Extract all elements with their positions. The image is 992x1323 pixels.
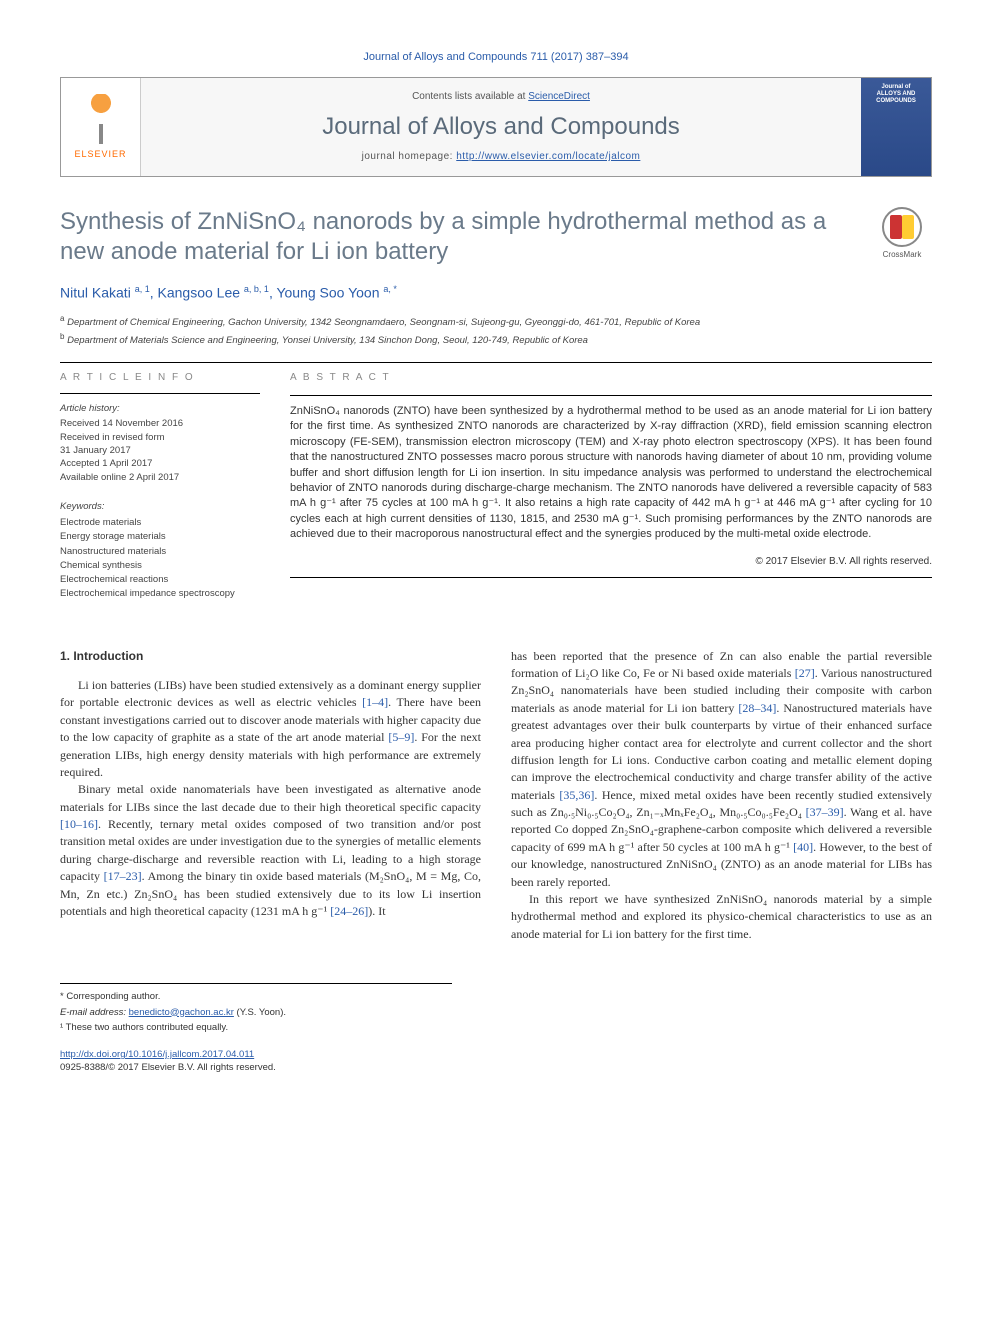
citation-line: Journal of Alloys and Compounds 711 (201… [60, 50, 932, 65]
doi-link[interactable]: http://dx.doi.org/10.1016/j.jallcom.2017… [60, 1049, 254, 1060]
bottom-block: http://dx.doi.org/10.1016/j.jallcom.2017… [60, 1048, 932, 1075]
author-2-sup: a, b, 1 [244, 284, 269, 294]
homepage-line: journal homepage: http://www.elsevier.co… [153, 150, 849, 164]
ref-link[interactable]: [17–23] [104, 869, 142, 883]
body-columns: 1. Introduction Li ion batteries (LIBs) … [60, 648, 932, 944]
author-2: , Kangsoo Lee [150, 285, 244, 301]
journal-cover-thumb: Journal of ALLOYS AND COMPOUNDS [861, 78, 931, 176]
cover-label: ALLOYS AND COMPOUNDS [865, 91, 927, 104]
keywords-block: Keywords: Electrode materials Energy sto… [60, 500, 260, 602]
abstract-rule [290, 395, 932, 396]
abstract-rule-bottom [290, 577, 932, 578]
footnote-equal: ¹ These two authors contributed equally. [60, 1021, 452, 1034]
history-1: Received in revised form [60, 431, 260, 444]
keyword-1: Energy storage materials [60, 530, 260, 544]
journal-name: Journal of Alloys and Compounds [153, 110, 849, 144]
history-label: Article history: [60, 402, 260, 415]
email-link[interactable]: benedicto@gachon.ac.kr [129, 1007, 234, 1018]
author-1: Nitul Kakati [60, 285, 135, 301]
affiliations: a Department of Chemical Engineering, Ga… [60, 313, 932, 348]
elsevier-logo: ELSEVIER [61, 78, 141, 176]
history-4: Available online 2 April 2017 [60, 471, 260, 484]
history-block: Article history: Received 14 November 20… [60, 402, 260, 484]
ref-link[interactable]: [1–4] [362, 695, 388, 709]
keyword-3: Chemical synthesis [60, 559, 260, 573]
cover-label-top: Journal of [881, 84, 910, 91]
body-column-left: 1. Introduction Li ion batteries (LIBs) … [60, 648, 481, 944]
elsevier-tree-icon [76, 94, 126, 144]
author-3-sup: a, * [383, 284, 397, 294]
history-2: 31 January 2017 [60, 444, 260, 457]
info-abstract-row: A R T I C L E I N F O Article history: R… [60, 371, 932, 618]
rule-top [60, 362, 932, 363]
abstract-column: A B S T R A C T ZnNiSnO₄ nanorods (ZNTO)… [290, 371, 932, 618]
affiliation-b: b Department of Materials Science and En… [60, 331, 932, 348]
elsevier-label: ELSEVIER [74, 148, 126, 161]
history-0: Received 14 November 2016 [60, 417, 260, 430]
page: Journal of Alloys and Compounds 711 (201… [0, 0, 992, 1115]
keywords-label: Keywords: [60, 500, 260, 514]
homepage-prefix: journal homepage: [362, 151, 457, 162]
author-3: , Young Soo Yoon [269, 285, 383, 301]
footnote-corresponding: * Corresponding author. [60, 990, 452, 1003]
ref-link[interactable]: [40] [793, 840, 813, 854]
keyword-4: Electrochemical reactions [60, 573, 260, 587]
body-column-right: has been reported that the presence of Z… [511, 648, 932, 944]
author-1-sup: a, 1 [135, 284, 150, 294]
ref-link[interactable]: [5–9] [388, 730, 414, 744]
info-rule-1 [60, 393, 260, 394]
abstract-text: ZnNiSnO₄ nanorods (ZNTO) have been synth… [290, 404, 932, 543]
crossmark-icon [882, 207, 922, 247]
article-header: Synthesis of ZnNiSnO₄ nanorods by a simp… [60, 207, 932, 267]
sciencedirect-link[interactable]: ScienceDirect [528, 91, 590, 102]
crossmark-label: CrossMark [883, 249, 922, 260]
para-right-0: has been reported that the presence of Z… [511, 648, 932, 891]
article-info-heading: A R T I C L E I N F O [60, 371, 260, 385]
aff-b-text: Department of Materials Science and Engi… [64, 335, 588, 346]
footnotes: * Corresponding author. E-mail address: … [60, 983, 452, 1034]
header-center: Contents lists available at ScienceDirec… [141, 78, 861, 176]
ref-link[interactable]: [37–39] [806, 805, 844, 819]
email-label: E-mail address: [60, 1007, 129, 1018]
para-right-1: In this report we have synthesized ZnNiS… [511, 891, 932, 943]
ref-link[interactable]: [27] [795, 666, 815, 680]
abstract-copyright: © 2017 Elsevier B.V. All rights reserved… [290, 555, 932, 569]
author-list: Nitul Kakati a, 1, Kangsoo Lee a, b, 1, … [60, 283, 932, 303]
affiliation-a: a Department of Chemical Engineering, Ga… [60, 313, 932, 330]
para-left-1: Binary metal oxide nanomaterials have be… [60, 781, 481, 920]
ref-link[interactable]: [28–34] [738, 701, 776, 715]
keyword-2: Nanostructured materials [60, 545, 260, 559]
abstract-heading: A B S T R A C T [290, 371, 932, 385]
footnote-email: E-mail address: benedicto@gachon.ac.kr (… [60, 1006, 452, 1019]
keyword-0: Electrode materials [60, 516, 260, 530]
article-title: Synthesis of ZnNiSnO₄ nanorods by a simp… [60, 207, 852, 267]
contents-prefix: Contents lists available at [412, 91, 528, 102]
ref-link[interactable]: [24–26] [330, 904, 368, 918]
history-3: Accepted 1 April 2017 [60, 457, 260, 470]
ref-link[interactable]: [10–16] [60, 817, 98, 831]
contents-line: Contents lists available at ScienceDirec… [153, 90, 849, 104]
section-1-heading: 1. Introduction [60, 648, 481, 665]
keyword-5: Electrochemical impedance spectroscopy [60, 587, 260, 601]
email-attr: (Y.S. Yoon). [234, 1007, 286, 1018]
issn-copyright: 0925-8388/© 2017 Elsevier B.V. All right… [60, 1061, 932, 1074]
aff-a-text: Department of Chemical Engineering, Gach… [64, 317, 700, 328]
ref-link[interactable]: [35,36] [559, 788, 594, 802]
homepage-link[interactable]: http://www.elsevier.com/locate/jalcom [456, 151, 640, 162]
crossmark-widget[interactable]: CrossMark [872, 207, 932, 260]
para-left-0: Li ion batteries (LIBs) have been studie… [60, 677, 481, 781]
article-info-column: A R T I C L E I N F O Article history: R… [60, 371, 260, 618]
journal-header-box: ELSEVIER Contents lists available at Sci… [60, 77, 932, 177]
